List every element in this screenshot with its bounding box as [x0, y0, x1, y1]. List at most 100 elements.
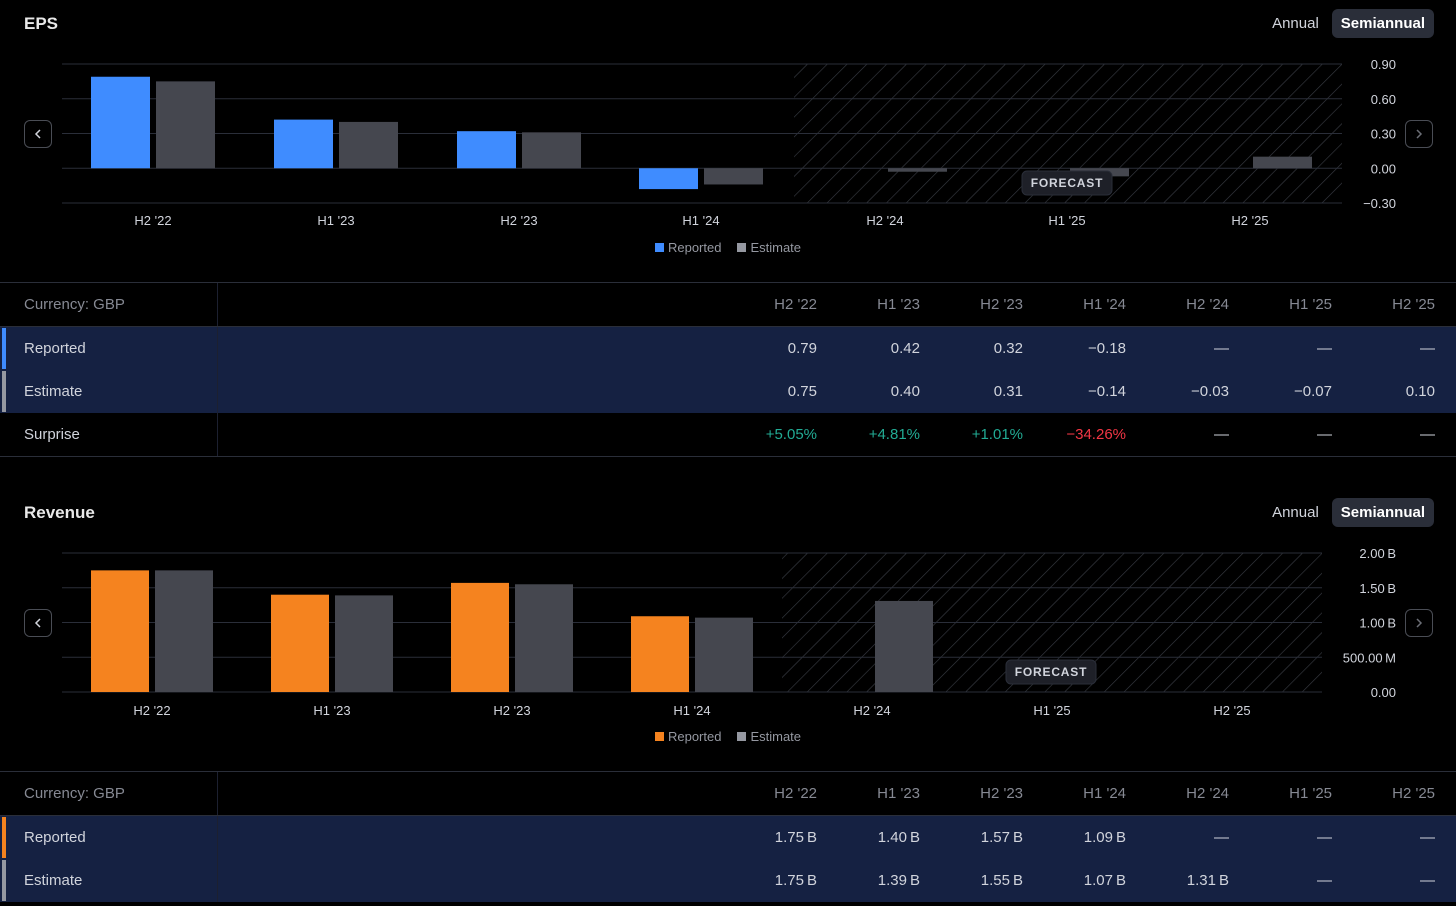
x-category-label: H2 '24	[866, 213, 903, 228]
value-cell: 0.79	[787, 340, 817, 357]
value-cell: 1.75 B	[774, 829, 817, 846]
surprise-cell: −34.26%	[1066, 426, 1126, 443]
revenue-next-button[interactable]	[1405, 609, 1433, 637]
x-category-label: H2 '23	[500, 213, 537, 228]
reported-bar	[274, 119, 333, 169]
revenue-reported-row[interactable]: Reported 1.75 B 1.40 B 1.57 B 1.09 B — —…	[0, 816, 1456, 859]
value-cell: 0.31	[993, 383, 1023, 400]
estimate-color-bar	[2, 371, 6, 412]
surprise-cell: +1.01%	[971, 426, 1023, 443]
eps-surprise-row[interactable]: Surprise +5.05% +4.81% +1.01% −34.26% — …	[0, 413, 1456, 457]
forecast-badge	[1005, 659, 1097, 685]
eps-prev-button[interactable]	[24, 120, 52, 148]
header-cell: H1 '24	[1083, 785, 1126, 802]
column-divider	[217, 772, 218, 815]
reported-bar	[451, 582, 509, 692]
y-tick-label: 0.30	[1371, 127, 1396, 142]
estimate-swatch	[737, 732, 747, 741]
revenue-period-toggle: Annual Semiannual	[1263, 498, 1434, 527]
eps-reported-row[interactable]: Reported 0.79 0.42 0.32 −0.18 — — —	[0, 327, 1456, 370]
eps-semiannual-toggle[interactable]: Semiannual	[1331, 9, 1434, 38]
forecast-badge	[1021, 170, 1113, 196]
value-cell: 0.32	[993, 340, 1023, 357]
chevron-right-icon	[1416, 618, 1423, 628]
eps-table: Currency: GBP H2 '22 H1 '23 H2 '23 H1 '2…	[0, 282, 1456, 457]
legend-estimate[interactable]: Estimate	[737, 240, 801, 255]
revenue-title: Revenue	[24, 503, 95, 522]
legend-reported[interactable]: Reported	[654, 729, 721, 744]
y-tick-label: 0.00	[1371, 161, 1396, 176]
header-cell: H2 '23	[980, 785, 1023, 802]
chevron-left-icon	[34, 618, 41, 628]
legend-estimate-label: Estimate	[750, 729, 802, 744]
x-category-label: H2 '23	[493, 703, 530, 718]
column-divider	[217, 816, 218, 859]
surprise-cell: —	[1420, 426, 1435, 443]
estimate-bar	[522, 132, 581, 169]
eps-next-button[interactable]	[1405, 120, 1433, 148]
y-tick-label: 2.00 B	[1359, 546, 1396, 561]
reported-bar	[639, 168, 698, 190]
revenue-semiannual-toggle[interactable]: Semiannual	[1331, 498, 1434, 527]
estimate-bar	[335, 595, 393, 692]
header-cell: H2 '24	[1186, 296, 1229, 313]
header-cell: H2 '25	[1392, 785, 1435, 802]
value-cell: 0.40	[890, 383, 920, 400]
eps-annual-toggle[interactable]: Annual	[1272, 15, 1319, 32]
x-category-label: H2 '25	[1231, 213, 1268, 228]
value-cell: —	[1317, 829, 1332, 846]
surprise-cell: +4.81%	[868, 426, 920, 443]
estimate-bar	[1253, 156, 1312, 169]
value-cell: −0.07	[1294, 383, 1332, 400]
header-cell: H1 '23	[877, 296, 920, 313]
y-tick-label: 0.00	[1371, 685, 1396, 700]
row-label: Surprise	[24, 426, 80, 443]
column-divider	[217, 283, 218, 326]
eps-section: EPS Annual Semiannual 0.90 0.60 0.30 0.00 −0…	[0, 9, 1456, 457]
x-category-label: H2 '22	[133, 703, 170, 718]
y-tick-label: 0.60	[1371, 92, 1396, 107]
reported-bar	[271, 594, 329, 692]
estimate-bar	[888, 168, 947, 172]
header-cell: H2 '25	[1392, 296, 1435, 313]
legend-reported[interactable]: Reported	[654, 240, 721, 255]
eps-estimate-row[interactable]: Estimate 0.75 0.40 0.31 −0.14 −0.03 −0.0…	[0, 370, 1456, 413]
revenue-section: Revenue Annual Semiannual 2.00 B 1.50 B 1.…	[0, 489, 1456, 906]
x-category-label: H1 '25	[1033, 703, 1070, 718]
header-cell: H2 '22	[774, 785, 817, 802]
estimate-bar	[339, 121, 398, 169]
chevron-left-icon	[34, 129, 41, 139]
y-tick-label: 0.90	[1371, 57, 1396, 72]
legend-estimate[interactable]: Estimate	[737, 729, 801, 744]
header-cell: H2 '22	[774, 296, 817, 313]
revenue-chart: 2.00 B 1.50 B 1.00 B 500.00 M 0.00 H2 '22 H1 '…	[62, 546, 1396, 718]
revenue-annual-toggle[interactable]: Annual	[1272, 504, 1319, 521]
header-cell: H2 '23	[980, 296, 1023, 313]
header-cell: H1 '24	[1083, 296, 1126, 313]
header-cell: H2 '24	[1186, 785, 1229, 802]
value-cell: —	[1317, 872, 1332, 889]
value-cell: 1.40 B	[877, 829, 920, 846]
estimate-bar	[875, 600, 933, 692]
surprise-cell: —	[1214, 426, 1229, 443]
estimate-bar	[156, 81, 215, 169]
x-category-label: H1 '24	[682, 213, 719, 228]
value-cell: —	[1420, 872, 1435, 889]
eps-legend: Reported Estimate	[0, 240, 1456, 255]
x-category-label: H2 '25	[1213, 703, 1250, 718]
row-label: Reported	[24, 829, 86, 846]
x-category-label: H2 '22	[134, 213, 171, 228]
revenue-prev-button[interactable]	[24, 609, 52, 637]
value-cell: 0.10	[1405, 383, 1435, 400]
value-cell: —	[1317, 340, 1332, 357]
revenue-estimate-row[interactable]: Estimate 1.75 B 1.39 B 1.55 B 1.07 B 1.3…	[0, 859, 1456, 902]
currency-label: Currency: GBP	[24, 296, 125, 313]
y-tick-label: 1.50 B	[1359, 581, 1396, 596]
value-cell: 1.55 B	[980, 872, 1023, 889]
forecast-label: FORECAST	[1031, 176, 1103, 190]
column-divider	[217, 370, 218, 413]
header-cell: H1 '25	[1289, 785, 1332, 802]
value-cell: —	[1214, 340, 1229, 357]
revenue-table: Currency: GBP H2 '22 H1 '23 H2 '23 H1 '2…	[0, 771, 1456, 902]
value-cell: —	[1420, 829, 1435, 846]
